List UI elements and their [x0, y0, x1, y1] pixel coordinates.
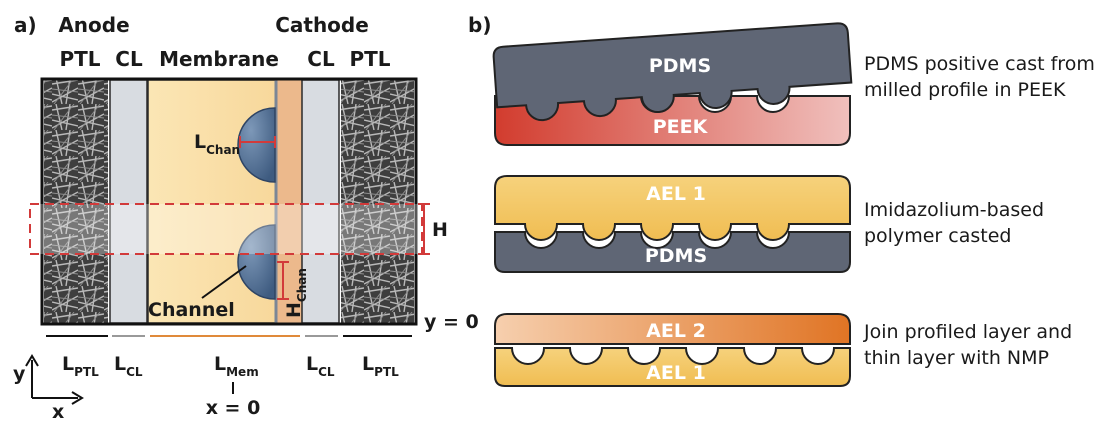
h-label: H	[432, 219, 448, 241]
step3-caption-line2: thin layer with NMP	[864, 347, 1049, 369]
step2-caption-line2: polymer casted	[864, 225, 1011, 247]
ael1-cast	[494, 175, 851, 241]
channel-label: Channel	[148, 299, 235, 321]
ptl-right-layer	[341, 80, 414, 323]
l-ptl-left-label: LPTL	[62, 353, 99, 379]
step1-caption-line1: PDMS positive cast from	[864, 53, 1095, 75]
step2-caption-line1: Imidazolium-based	[864, 199, 1044, 221]
l-ptl-right-label: LPTL	[362, 353, 399, 379]
channel-lower	[237, 224, 276, 300]
cl-left-layer	[109, 79, 148, 324]
pdms-cast-top	[492, 22, 853, 122]
x-axis-label: x	[52, 401, 64, 422]
ael1-mid-label: AEL 1	[646, 183, 706, 205]
cl-left-label: CL	[115, 47, 143, 71]
cathode-ionomer-strip	[276, 80, 302, 323]
pdms-mid-label: PDMS	[645, 245, 707, 267]
ptl-left-label: PTL	[59, 47, 100, 71]
y-axis-label: y	[13, 363, 26, 385]
ptl-left-layer	[44, 80, 108, 323]
cell-frame	[40, 77, 418, 326]
y0-label: y = 0	[424, 311, 479, 333]
h-chan-label: HChan	[283, 268, 309, 318]
ael1-bottom-layer	[494, 347, 851, 387]
panel-b-tag: b)	[468, 13, 491, 37]
ael1-bottom-label: AEL 1	[646, 362, 706, 384]
cl-right-label: CL	[307, 47, 335, 71]
pdms-top-label: PDMS	[649, 55, 711, 77]
panel-a-tag: a)	[14, 13, 37, 37]
step3-caption-line1: Join profiled layer and	[863, 321, 1072, 343]
ael2-layer	[494, 313, 851, 345]
ael2-label: AEL 2	[646, 320, 706, 342]
membrane-label: Membrane	[159, 47, 279, 71]
peek-label: PEEK	[653, 116, 709, 138]
anode-label: Anode	[58, 13, 129, 37]
l-mem-label: LMem	[214, 353, 259, 379]
x0-label: x = 0	[206, 397, 261, 419]
cathode-label: Cathode	[275, 13, 369, 37]
channel-pointer	[201, 265, 247, 299]
channel-upper	[237, 107, 276, 183]
unit-cell-band	[29, 203, 423, 255]
step1-caption-line2: milled profile in PEEK	[864, 79, 1066, 101]
ptl-right-label: PTL	[349, 47, 390, 71]
pdms-mold-mid	[494, 231, 851, 273]
l-cl-left-label: LCL	[114, 353, 143, 379]
l-cl-right-label: LCL	[306, 353, 335, 379]
l-chan-label: LChan	[194, 131, 240, 157]
